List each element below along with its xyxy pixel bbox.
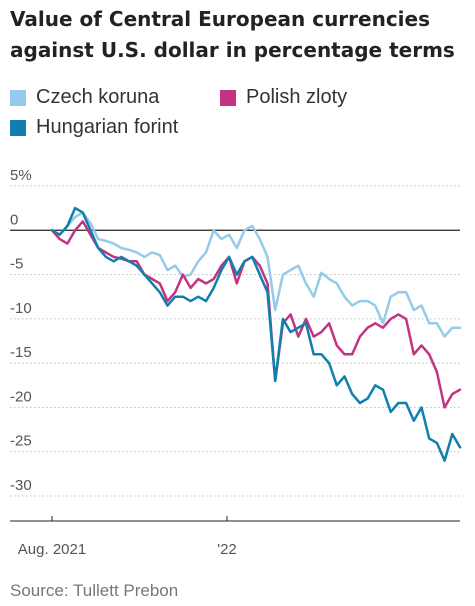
series-line-hungarian-forint <box>50 206 462 462</box>
legend-label-hungarian-forint: Hungarian forint <box>36 116 179 138</box>
chart-title: Value of Central European currencies aga… <box>10 7 455 62</box>
legend-label-czech-koruna: Czech koruna <box>36 86 160 108</box>
x-tick-label: Aug. 2021 <box>18 541 86 558</box>
legend-swatch-czech-koruna <box>10 89 26 106</box>
y-tick-label: -20 <box>10 388 32 405</box>
x-tick-label: '22 <box>217 541 237 558</box>
legend-item-polish-zloty: Polish zloty <box>220 86 347 109</box>
y-tick-label: -25 <box>10 433 32 450</box>
legend-item-czech-koruna: Czech koruna <box>10 86 159 109</box>
y-tick-label: -15 <box>10 344 32 361</box>
legend-swatch-hungarian-forint <box>10 119 26 136</box>
legend-item-hungarian-forint: Hungarian forint <box>10 116 178 139</box>
chart-legend: Czech koruna Polish zloty Hungarian fori… <box>10 86 470 146</box>
y-tick-label: -5 <box>10 256 23 273</box>
series-line-czech-koruna <box>50 211 462 338</box>
y-tick-label: -30 <box>10 477 32 494</box>
y-tick-label: -10 <box>10 300 32 317</box>
series-line-polish-zloty <box>50 220 462 409</box>
source-note: Source: Tullett Prebon <box>10 581 179 600</box>
legend-label-polish-zloty: Polish zloty <box>246 86 348 108</box>
y-tick-label: 0 <box>10 211 18 228</box>
y-tick-label: 5% <box>10 167 32 184</box>
legend-swatch-polish-zloty <box>220 89 236 106</box>
